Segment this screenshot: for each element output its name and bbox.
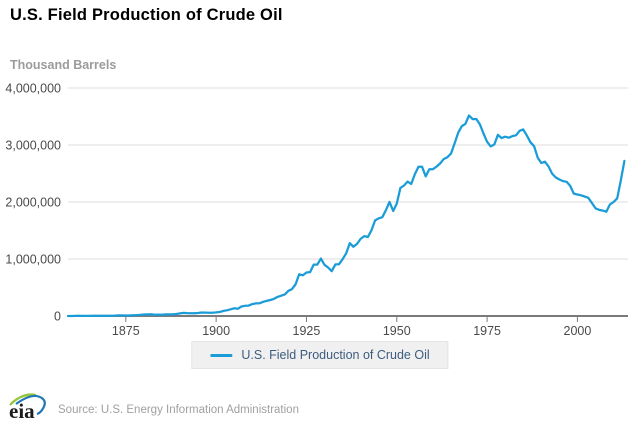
- x-tick-label: 1900: [202, 324, 230, 338]
- eia-logo-text: eia: [9, 399, 35, 423]
- x-tick-label: 1925: [293, 324, 321, 338]
- eia-logo[interactable]: eia: [8, 390, 48, 422]
- x-tick-label: 2000: [564, 324, 592, 338]
- legend-line-swatch: [210, 353, 233, 357]
- chart-title: U.S. Field Production of Crude Oil: [10, 6, 283, 24]
- source-text: Source: U.S. Energy Information Administ…: [58, 404, 299, 416]
- x-tick-label: 1950: [383, 324, 411, 338]
- y-tick-label: 1,000,000: [5, 253, 61, 267]
- y-tick-label: 4,000,000: [5, 82, 61, 96]
- legend-label: U.S. Field Production of Crude Oil: [241, 348, 430, 362]
- y-axis-unit-label: Thousand Barrels: [10, 58, 117, 72]
- y-tick-label: 2,000,000: [5, 196, 61, 210]
- chart-footer: eia Source: U.S. Energy Information Admi…: [8, 390, 299, 422]
- x-tick-label: 1975: [473, 324, 501, 338]
- y-tick-label: 3,000,000: [5, 139, 61, 153]
- eia-logo-swoosh-icon: [9, 393, 46, 416]
- x-tick-label: 1875: [112, 324, 140, 338]
- legend[interactable]: U.S. Field Production of Crude Oil: [191, 341, 449, 369]
- data-line-series[interactable]: [66, 114, 626, 318]
- y-tick-label: 0: [54, 310, 61, 324]
